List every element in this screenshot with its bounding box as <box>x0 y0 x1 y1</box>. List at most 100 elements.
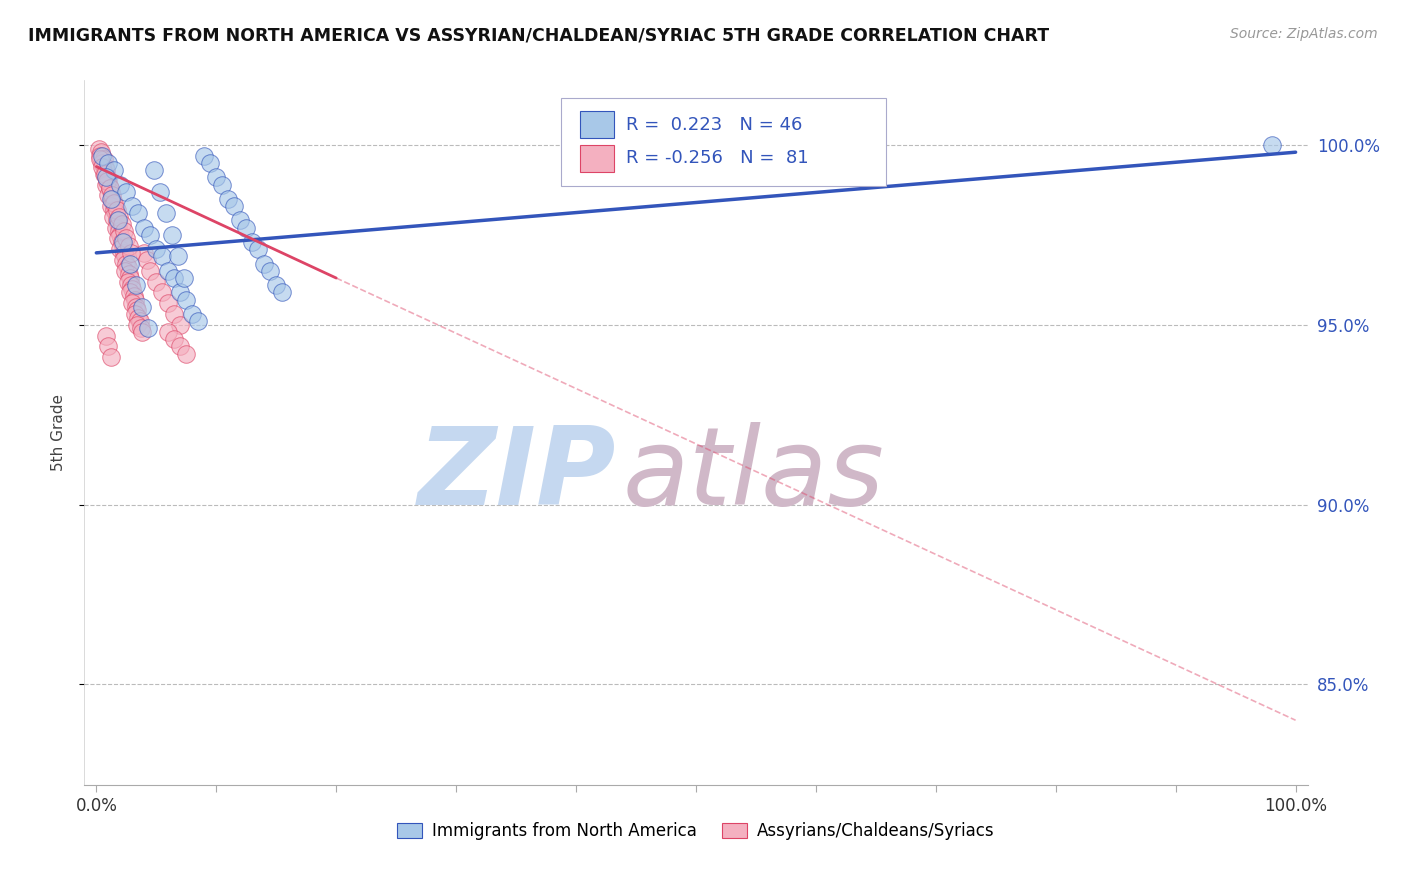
Point <box>118 257 141 271</box>
Point <box>217 192 239 206</box>
Point <box>101 210 124 224</box>
Point <box>103 163 125 178</box>
Point <box>100 199 122 213</box>
Point <box>127 303 149 318</box>
Point <box>160 227 183 242</box>
Point <box>129 321 152 335</box>
Point <box>131 300 153 314</box>
Point <box>90 145 112 160</box>
Point <box>163 271 186 285</box>
Point <box>101 192 124 206</box>
Point <box>127 310 149 325</box>
Point <box>114 250 136 264</box>
Point <box>150 285 173 300</box>
Point <box>108 224 131 238</box>
Point <box>173 271 195 285</box>
Point <box>136 321 159 335</box>
Point <box>145 242 167 256</box>
Point <box>120 245 142 260</box>
Point <box>118 271 141 285</box>
Point <box>125 300 148 314</box>
Point <box>139 264 162 278</box>
Point <box>271 285 294 300</box>
Point <box>118 238 141 252</box>
Point <box>101 188 124 202</box>
Point <box>163 332 186 346</box>
Point <box>91 160 114 174</box>
Point <box>127 206 149 220</box>
Bar <box>579 145 614 172</box>
Point <box>111 235 134 249</box>
Point <box>94 170 117 185</box>
Point <box>117 260 139 275</box>
Point <box>105 202 128 217</box>
Legend: Immigrants from North America, Assyrians/Chaldeans/Syriacs: Immigrants from North America, Assyrians… <box>391 816 1001 847</box>
Text: R =  0.223   N = 46: R = 0.223 N = 46 <box>626 116 803 134</box>
Point <box>149 185 172 199</box>
Point <box>94 178 117 192</box>
Point <box>103 195 125 210</box>
Point <box>205 170 228 185</box>
Point <box>134 220 156 235</box>
Point <box>200 156 222 170</box>
Point <box>110 242 132 256</box>
Point <box>124 307 146 321</box>
Point <box>98 181 121 195</box>
Point <box>150 250 173 264</box>
Point <box>110 178 132 192</box>
Point <box>157 264 180 278</box>
Point <box>104 220 127 235</box>
Point <box>264 278 287 293</box>
Point <box>87 142 110 156</box>
Text: R = -0.256   N =  81: R = -0.256 N = 81 <box>626 150 808 168</box>
Point <box>91 149 114 163</box>
Point <box>110 227 132 242</box>
Point <box>108 210 131 224</box>
Point <box>112 245 135 260</box>
Point <box>111 238 134 252</box>
Text: Source: ZipAtlas.com: Source: ZipAtlas.com <box>1230 27 1378 41</box>
Point <box>169 318 191 332</box>
Point <box>117 275 139 289</box>
Point <box>240 235 263 249</box>
Point <box>94 328 117 343</box>
Point <box>93 153 115 167</box>
Point <box>131 325 153 339</box>
Point <box>110 235 132 249</box>
Point <box>97 174 120 188</box>
Text: ZIP: ZIP <box>418 422 616 528</box>
Point <box>104 206 127 220</box>
Point <box>247 242 270 256</box>
Point <box>97 156 120 170</box>
Point <box>118 285 141 300</box>
Point <box>107 217 129 231</box>
Point <box>98 181 121 195</box>
Point <box>100 350 122 364</box>
Point <box>121 282 143 296</box>
Point <box>193 149 215 163</box>
Point <box>174 346 197 360</box>
Point <box>96 170 118 185</box>
Point <box>187 314 209 328</box>
Point <box>91 156 114 170</box>
Point <box>101 195 124 210</box>
Point <box>110 217 132 231</box>
Point <box>124 293 146 307</box>
Point <box>121 296 143 310</box>
Point <box>89 153 111 167</box>
Point <box>157 296 180 310</box>
Point <box>229 213 252 227</box>
Point <box>145 275 167 289</box>
Text: atlas: atlas <box>623 423 884 527</box>
Point <box>105 213 128 227</box>
Point <box>111 253 134 268</box>
Point <box>235 220 257 235</box>
Point <box>181 307 204 321</box>
Point <box>97 339 120 353</box>
Point <box>115 185 138 199</box>
Point <box>139 227 162 242</box>
Point <box>211 178 233 192</box>
Point <box>107 213 129 227</box>
Point <box>93 160 117 174</box>
Point <box>100 185 122 199</box>
